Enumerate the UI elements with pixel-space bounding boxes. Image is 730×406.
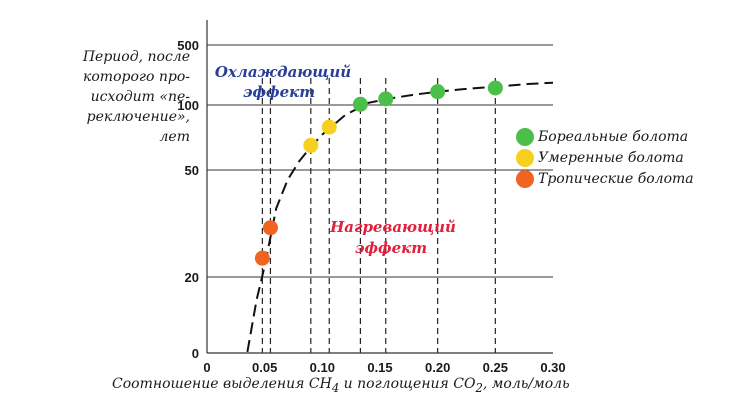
legend-item-tropical: Тропические болота bbox=[516, 168, 726, 189]
y-axis-label-line: Период, после bbox=[82, 49, 190, 65]
legend: Бореальные болота Умеренные болота Тропи… bbox=[516, 126, 726, 189]
annotation-warming-line: эффект bbox=[355, 239, 427, 257]
legend-label: Тропические болота bbox=[538, 170, 694, 187]
x-tick-label: 0.15 bbox=[367, 360, 392, 375]
x-tick-label: 0.25 bbox=[483, 360, 508, 375]
annotations: Охлаждающий эффект Нагревающий эффект bbox=[215, 63, 456, 257]
x-axis-label-subscript: 2 bbox=[475, 380, 483, 395]
y-axis-label-line: которого про- bbox=[83, 69, 190, 85]
x-axis-label: Соотношение выделения CH4 и поглощения C… bbox=[112, 376, 632, 395]
y-tick-label: 500 bbox=[177, 38, 199, 53]
y-axis-label: Период, после которого про- исходит «пе-… bbox=[30, 47, 190, 147]
x-tick-label: 0.30 bbox=[540, 360, 565, 375]
x-axis-label-part: , моль/моль bbox=[482, 376, 570, 392]
legend-marker bbox=[516, 127, 534, 146]
data-point bbox=[254, 250, 270, 266]
x-tick-label: 0.10 bbox=[310, 360, 335, 375]
x-tick-label: 0 bbox=[203, 360, 210, 375]
legend-label: Умеренные болота bbox=[538, 149, 684, 166]
y-tick-label: 50 bbox=[185, 163, 199, 178]
data-points bbox=[254, 80, 503, 266]
y-axis-label-line: исходит «пе- bbox=[90, 89, 190, 105]
data-point bbox=[378, 91, 394, 107]
x-axis-label-part: Соотношение выделения CH bbox=[112, 376, 332, 392]
y-axis-label-line: реключение», bbox=[86, 109, 190, 125]
tick-labels: 0 20 50 100 500 0 0.05 0.10 0.15 0.20 0.25 0.30 bbox=[177, 38, 565, 375]
data-point bbox=[303, 137, 319, 153]
data-point bbox=[430, 84, 446, 100]
x-tick-label: 0.05 bbox=[252, 360, 277, 375]
y-axis-label-line: лет bbox=[159, 129, 190, 145]
axes bbox=[206, 20, 553, 354]
x-tick-label: 0.20 bbox=[425, 360, 450, 375]
annotation-cooling-line: Охлаждающий bbox=[215, 63, 351, 81]
legend-label: Бореальные болота bbox=[538, 128, 689, 145]
y-tick-label: 100 bbox=[177, 98, 199, 113]
legend-item-boreal: Бореальные болота bbox=[516, 126, 726, 147]
annotation-cooling-line: эффект bbox=[243, 83, 315, 101]
x-axis-label-subscript: 4 bbox=[331, 380, 340, 395]
legend-marker bbox=[516, 169, 534, 188]
legend-item-temperate: Умеренные болота bbox=[516, 147, 726, 168]
annotation-warming-line: Нагревающий bbox=[329, 218, 456, 236]
y-tick-label: 0 bbox=[192, 346, 199, 361]
data-point bbox=[262, 220, 278, 236]
reference-lines bbox=[261, 78, 496, 353]
data-point bbox=[352, 96, 368, 112]
data-point bbox=[321, 119, 337, 135]
y-tick-label: 20 bbox=[185, 270, 199, 285]
data-point bbox=[487, 80, 503, 96]
legend-marker bbox=[516, 148, 534, 167]
x-axis-label-part: и поглощения CO bbox=[339, 376, 476, 392]
